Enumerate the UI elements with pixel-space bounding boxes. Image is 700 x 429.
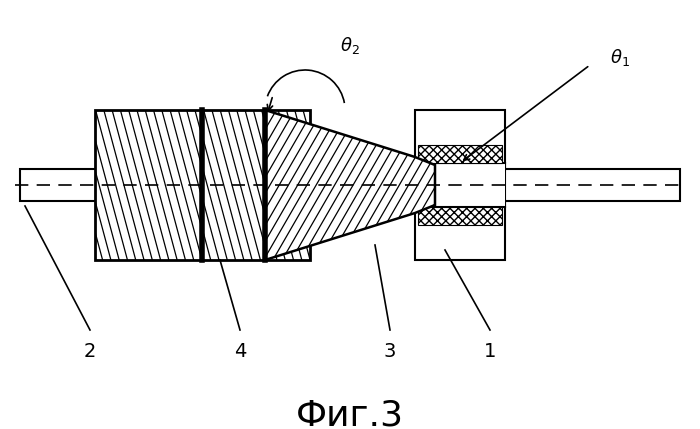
Text: $\theta_2$: $\theta_2$ bbox=[340, 34, 360, 55]
Bar bbox=[95, 110, 310, 260]
Bar bbox=[490, 169, 680, 201]
Text: Фиг.3: Фиг.3 bbox=[296, 398, 404, 429]
Polygon shape bbox=[265, 110, 435, 260]
Text: 1: 1 bbox=[484, 342, 496, 361]
Bar bbox=[95, 110, 310, 260]
Bar bbox=[415, 163, 505, 207]
Text: 3: 3 bbox=[384, 342, 396, 361]
Text: 2: 2 bbox=[84, 342, 96, 361]
Bar bbox=[202, 110, 310, 260]
Bar bbox=[20, 169, 100, 201]
Bar bbox=[418, 207, 502, 225]
Text: $\theta_1$: $\theta_1$ bbox=[610, 48, 630, 69]
Polygon shape bbox=[265, 110, 435, 260]
Bar bbox=[95, 110, 202, 260]
Bar bbox=[418, 145, 502, 163]
Bar bbox=[415, 110, 505, 260]
Text: 4: 4 bbox=[234, 342, 246, 361]
